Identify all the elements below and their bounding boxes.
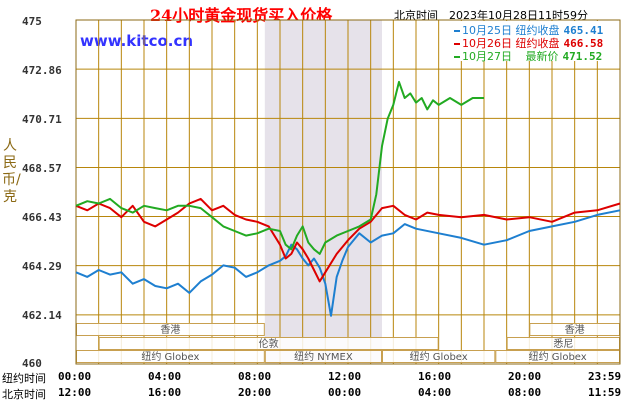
x-axis-bj-time: 北京时间 12:00 16:00 20:00 00:00 04:00 08:00… [0, 386, 630, 401]
site-url[interactable]: www.kitco.cn [80, 32, 194, 50]
session-bar-london [98, 337, 439, 350]
y-tick-label: 462.14 [22, 309, 62, 322]
x-tick-label: 00:00 [58, 370, 92, 383]
session-bar-globex-2 [382, 350, 496, 363]
x-tick-label: 04:00 [148, 370, 182, 383]
session-bar-nymex-label: 纽约 NYMEX [294, 350, 353, 363]
legend-item-oct25: 10月25日 纽约收盘 465.41 [454, 22, 604, 37]
session-bar-nymex [264, 350, 382, 363]
series-line-1 [75, 209, 621, 317]
x-row-label: 纽约时间 [2, 372, 46, 385]
y-tick-label: 468.57 [22, 162, 62, 175]
legend-swatch [454, 43, 460, 45]
legend-value: 466.58 [563, 37, 604, 50]
session-bar-hongkong-label: 香港 [160, 324, 180, 336]
legend-item-oct26: 10月26日 纽约收盘 466.58 [454, 35, 604, 50]
legend-swatch [454, 30, 460, 32]
session-bar-london-label: 伦敦 [259, 337, 279, 350]
y-tick-label: 470.71 [22, 113, 62, 126]
x-tick-label: 12:00 [58, 386, 92, 399]
y-axis-label: 人民币/克 [2, 138, 21, 205]
plot-frame [75, 19, 621, 365]
nymex-session-shade [264, 20, 382, 364]
legend-item-oct27: 10月27日 最新价 471.52 [454, 48, 603, 63]
x-tick-label: 16:00 [418, 370, 452, 383]
x-tick-label: 20:00 [508, 370, 542, 383]
x-tick-label: 23:59 [588, 370, 622, 383]
y-tick-label: 475 [22, 15, 42, 28]
x-tick-label: 12:00 [328, 370, 362, 383]
legend-swatch [454, 56, 460, 58]
y-tick-label: 472.86 [22, 64, 62, 77]
timestamp-label: 北京时间 2023年10月28日11时59分 [394, 9, 588, 22]
legend-date: 10月25日 [462, 24, 512, 37]
session-bar-hongkong-2-label: 香港 [565, 324, 585, 336]
series-line-2 [75, 197, 621, 283]
x-tick-label: 11:59 [588, 386, 622, 399]
legend: 10月25日 纽约收盘 465.41 10月26日 纽约收盘 466.58 10月2… [450, 21, 618, 63]
series-line-3 [75, 80, 484, 255]
y-tick-label: 466.43 [22, 211, 62, 224]
legend-label: 纽约收盘 [515, 37, 560, 50]
x-tick-label: 08:00 [508, 386, 542, 399]
session-bar-globex-2-label: 纽约 Globex [410, 350, 468, 363]
x-tick-label: 08:00 [238, 370, 272, 383]
x-tick-label: 00:00 [328, 386, 362, 399]
session-bar-globex-label: 纽约 Globex [141, 350, 199, 363]
y-tick-label: 464.29 [22, 260, 62, 273]
legend-label: 纽约收盘 [515, 24, 560, 37]
legend-date: 10月27日 [462, 50, 512, 63]
x-tick-label: 20:00 [238, 386, 272, 399]
legend-date: 10月26日 [462, 37, 512, 50]
legend-label: 最新价 [525, 50, 559, 63]
legend-value: 471.52 [562, 50, 603, 63]
x-axis-ny-time: 纽约时间 00:00 04:00 08:00 12:00 16:00 20:00… [0, 370, 630, 385]
x-tick-label: 16:00 [148, 386, 182, 399]
legend-value: 465.41 [563, 24, 604, 37]
y-tick-label: 460 [22, 357, 42, 370]
x-tick-label: 04:00 [418, 386, 452, 399]
session-bar-sydney-label: 悉尼 [553, 338, 573, 350]
x-row-label: 北京时间 [2, 388, 46, 401]
session-bar-globex-3-label: 纽约 Globex [529, 350, 587, 363]
